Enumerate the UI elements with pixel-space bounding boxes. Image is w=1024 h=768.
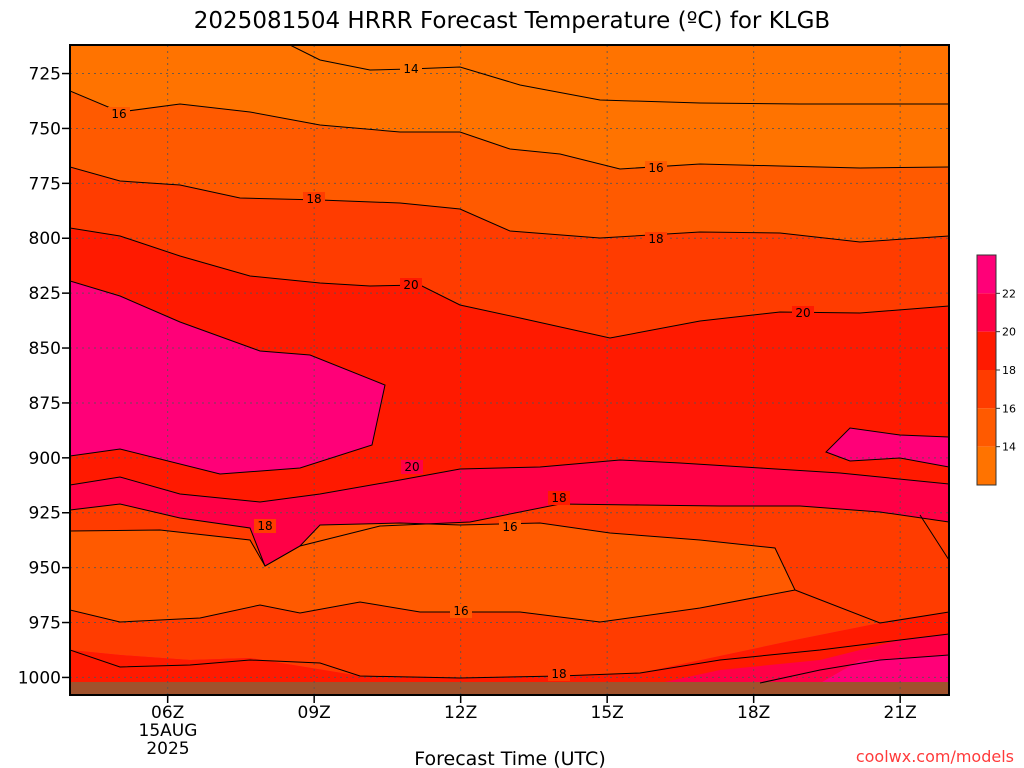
- contour-label: 18: [648, 232, 663, 246]
- contour-label: 16: [111, 107, 126, 121]
- x-tick-label: 09Z: [298, 703, 331, 723]
- y-tick-label: 925: [29, 504, 61, 524]
- colorbar-legend: 14 16 18 20 22: [976, 254, 1016, 486]
- y-tick-label: 750: [29, 119, 61, 139]
- contour-16-bottom: [794, 589, 949, 624]
- contour-label: 20: [404, 460, 419, 474]
- y-tick-label: 975: [29, 614, 61, 634]
- x-axis: 06Z 09Z 12Z 15Z 18Z 21Z: [151, 695, 917, 723]
- credit-text: coolwx.com/models: [856, 747, 1014, 766]
- contour-18-upper: [70, 166, 949, 243]
- contour-label: 16: [648, 161, 663, 175]
- contour-label: 20: [795, 306, 810, 320]
- x-tick-label: 21Z: [884, 703, 917, 723]
- y-axis: 725 750 775 800 825 850 875 900 925 950 975 1000: [18, 65, 70, 688]
- contour-label: 18: [257, 519, 272, 533]
- contour-lines: [70, 45, 949, 684]
- y-tick-label: 950: [29, 559, 61, 579]
- x-tick-label: 15Z: [591, 703, 624, 723]
- contour-label: 18: [306, 192, 321, 206]
- colorbar-swatch: [977, 331, 996, 370]
- y-tick-label: 775: [29, 174, 61, 194]
- x-axis-label: Forecast Time (UTC): [414, 748, 605, 768]
- colorbar-swatch: [977, 293, 996, 332]
- x-date-label-day: 15AUG: [139, 721, 198, 741]
- plot-area: 14 16 16 18 18 20 20 20 18 18 16 16 18: [70, 45, 949, 695]
- contour-18-right: [919, 514, 949, 561]
- contour-label: 14: [403, 62, 418, 76]
- colorbar-label: 20: [1002, 326, 1016, 339]
- y-tick-label: 850: [29, 339, 61, 359]
- band-low-14-16: [70, 523, 795, 622]
- y-tick-label: 900: [29, 449, 61, 469]
- y-tick-label: 725: [29, 65, 61, 85]
- contour-20-bottom: [759, 654, 949, 684]
- colorbar-swatch: [977, 255, 996, 294]
- contour-22-left: [70, 280, 386, 475]
- colorbar-swatch: [977, 408, 996, 447]
- x-date-label-year: 2025: [146, 739, 189, 759]
- contour-20-upper: [70, 227, 949, 339]
- contour-label: 18: [551, 667, 566, 681]
- colorbar-label: 16: [1002, 402, 1016, 415]
- contour-label: 18: [551, 491, 566, 505]
- band-above-22: [70, 281, 949, 683]
- colorbar-swatch: [977, 446, 996, 485]
- chart-title: 2025081504 HRRR Forecast Temperature (ºC…: [194, 8, 830, 34]
- contour-14: [289, 45, 949, 105]
- contour-18-bottom: [70, 633, 949, 679]
- contour-label: 16: [453, 604, 468, 618]
- colorbar-swatch: [977, 370, 996, 409]
- colorbar-label: 14: [1002, 441, 1016, 454]
- x-tick-label: 12Z: [444, 703, 477, 723]
- colorbar-label: 18: [1002, 364, 1016, 377]
- contour-22-right: [825, 427, 949, 468]
- contour-20-lower: [70, 459, 949, 503]
- colorbar-label: 22: [1002, 287, 1016, 300]
- contour-label-group: 14 16 16 18 18 20 20 20 18 18 16 16 18: [108, 62, 814, 681]
- plot-frame: [69, 44, 950, 696]
- band-low-18-20: [70, 612, 949, 683]
- y-tick-label: 875: [29, 394, 61, 414]
- band-low-20-22: [660, 634, 949, 683]
- y-tick-label: 800: [29, 229, 61, 249]
- contour-label: 20: [403, 278, 418, 292]
- y-tick-label: 1000: [18, 668, 61, 688]
- x-tick-label: 06Z: [151, 703, 184, 723]
- contour-16-upper: [70, 90, 949, 170]
- contour-label: 16: [502, 520, 517, 534]
- ground-surface: [70, 682, 949, 695]
- y-tick-label: 825: [29, 284, 61, 304]
- x-tick-label: 18Z: [737, 703, 770, 723]
- contour-16-lower: [70, 522, 796, 623]
